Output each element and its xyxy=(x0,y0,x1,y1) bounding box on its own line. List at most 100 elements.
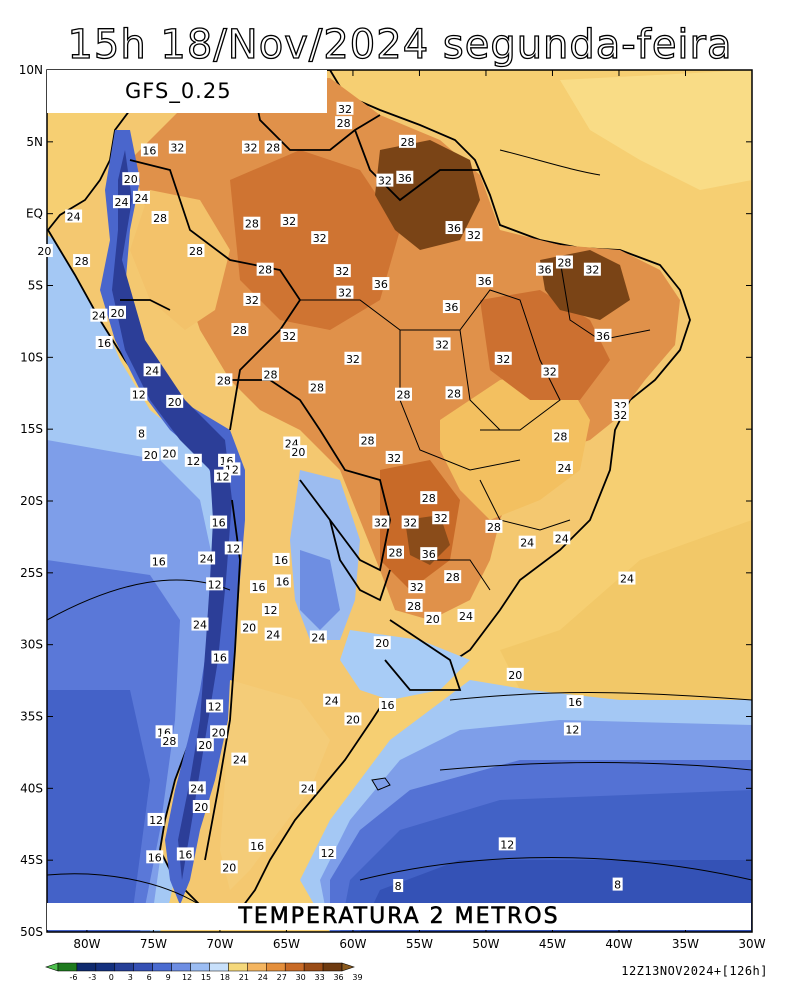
colorbar-swatch xyxy=(114,962,134,972)
contour-label: 32 xyxy=(280,328,298,343)
model-label: GFS_0.25 xyxy=(125,79,232,103)
contour-label-text: 28 xyxy=(189,245,203,258)
contour-label: 12 xyxy=(206,699,224,713)
contour-label-bg xyxy=(65,209,83,223)
contour-label-bg xyxy=(210,725,228,739)
contour-label-text: 36 xyxy=(596,330,610,343)
contour-label-text: 28 xyxy=(217,374,231,387)
contour-label: 20 xyxy=(220,860,238,874)
contour-label-text: 24 xyxy=(266,629,280,642)
contour-label-bg xyxy=(344,351,362,365)
contour-label-text: 24 xyxy=(520,537,534,550)
lat-label: EQ xyxy=(26,207,43,221)
contour-label-text: 32 xyxy=(346,353,360,366)
contour-label-text: 28 xyxy=(337,117,351,130)
contour-label-bg xyxy=(396,170,414,184)
contour-label-text: 24 xyxy=(620,573,634,586)
colorbar-tick: -6 xyxy=(69,973,77,982)
contour-label: 32 xyxy=(494,351,512,366)
contour-label-bg xyxy=(206,699,224,713)
contour-label-bg xyxy=(551,429,569,443)
lon-label: 40W xyxy=(605,937,632,951)
contour-label-bg xyxy=(73,254,91,268)
contour-label-text: 24 xyxy=(233,754,247,767)
contour-label: 36 xyxy=(445,221,463,235)
contour-label: 24 xyxy=(191,617,209,632)
contour-label-text: 28 xyxy=(266,142,280,155)
contour-label: 8 xyxy=(393,879,404,893)
contour-label: 32 xyxy=(385,450,403,465)
lon-label: 50W xyxy=(472,937,499,951)
contour-label-bg xyxy=(359,433,377,447)
contour-label: 20 xyxy=(109,305,126,320)
contour-label-text: 36 xyxy=(537,264,551,277)
contour-label: 20 xyxy=(196,738,214,752)
contour-label-text: 32 xyxy=(435,338,449,351)
lon-label: 35W xyxy=(672,937,699,951)
contour-label: 12 xyxy=(319,845,337,860)
contour-label: 20 xyxy=(166,394,184,409)
contour-label-text: 20 xyxy=(375,637,389,650)
contour-label-text: 16 xyxy=(178,848,192,861)
contour-label: 28 xyxy=(420,491,438,505)
contour-label: 24 xyxy=(198,551,216,565)
contour-label-bg xyxy=(176,847,194,861)
model-label-box: GFS_0.25 xyxy=(47,70,327,113)
contour-label-text: 32 xyxy=(374,517,388,530)
contour-label-text: 28 xyxy=(487,521,501,534)
contour-label-bg xyxy=(231,323,249,337)
contour-label-text: 32 xyxy=(613,409,627,422)
contour-label-bg xyxy=(553,531,571,545)
lon-label: 80W xyxy=(73,937,100,951)
contour-label-text: 16 xyxy=(148,851,162,864)
contour-label-bg xyxy=(224,541,242,555)
contour-label-bg xyxy=(196,738,214,752)
contour-label-bg xyxy=(272,552,290,566)
contour-label-bg xyxy=(248,838,266,852)
contour-label: 20 xyxy=(142,448,160,462)
pacific-cold-sea xyxy=(47,690,150,932)
contour-label-bg xyxy=(122,172,140,186)
colorbar-swatch xyxy=(152,962,172,972)
contour-label-text: 32 xyxy=(378,175,392,188)
border-guianas xyxy=(354,129,480,202)
contour-label-text: 12 xyxy=(208,578,222,591)
contour-label-bg xyxy=(401,515,419,529)
contour-label-bg xyxy=(109,305,126,319)
contour-label: 32 xyxy=(372,515,390,530)
contour-label-text: 28 xyxy=(258,264,272,277)
warm-patch xyxy=(560,70,752,190)
contour-label-text: 16 xyxy=(213,652,227,665)
contour-label: 32 xyxy=(333,264,351,278)
contour-label-text: 20 xyxy=(37,245,51,258)
contour-label: 16 xyxy=(379,698,397,712)
contour-label: 24 xyxy=(618,571,636,586)
contour-label-text: 16 xyxy=(275,575,289,588)
contour-label-text: 28 xyxy=(245,218,259,231)
contour-label: 28 xyxy=(394,387,412,402)
contour-label: 32 xyxy=(401,515,419,530)
colorbar: -6 -3 0 3 6 9 12 15 18 21 24 27 30 33 36 39 xyxy=(45,962,363,982)
contour-label-text: 12 xyxy=(500,838,514,851)
contour-label-text: 20 xyxy=(194,801,208,814)
contour-label: 16 xyxy=(273,574,291,588)
colorbar-tick: 6 xyxy=(147,973,152,982)
contour-label-bg xyxy=(132,190,150,204)
lon-label: 75W xyxy=(140,937,167,951)
contour-label-bg xyxy=(555,255,573,269)
contour-label-text: 36 xyxy=(374,278,388,291)
colorbar-tick: 24 xyxy=(258,973,268,982)
border-ecuador xyxy=(120,299,171,311)
contour-label-text: 32 xyxy=(585,264,599,277)
contour-label-text: 8 xyxy=(138,427,145,440)
contour-label-text: 20 xyxy=(168,396,182,409)
contour-label: 16 xyxy=(211,650,229,665)
contour-label: 16 xyxy=(248,838,266,853)
contour-label-bg xyxy=(112,195,130,209)
contour-label: 32 xyxy=(433,337,451,351)
contour-label: 12 xyxy=(563,722,581,736)
contour-label-text: 24 xyxy=(134,192,148,205)
contour-label-bg xyxy=(444,570,462,584)
colorbar-tick: 36 xyxy=(333,973,343,982)
contour-label-text: 36 xyxy=(398,172,412,185)
